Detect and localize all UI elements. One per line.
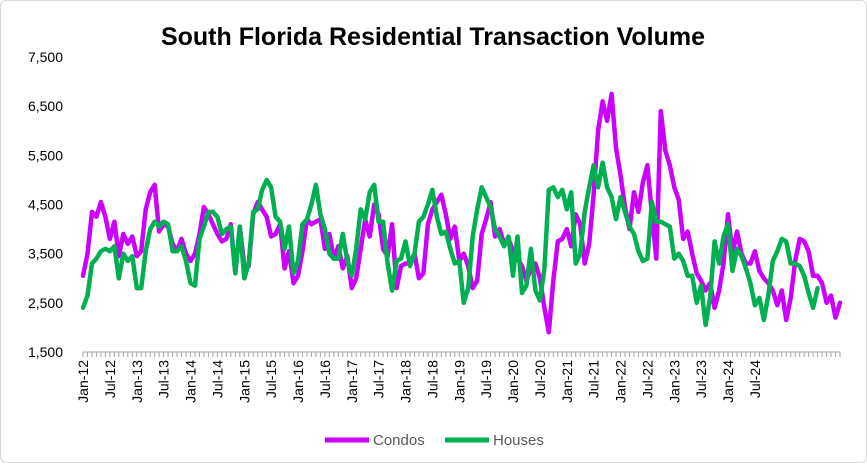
- x-tick-label: Jan-24: [720, 360, 736, 403]
- x-tick-label: Jul-23: [693, 360, 709, 398]
- legend-label-condos: Condos: [373, 432, 425, 449]
- legend-label-houses: Houses: [493, 432, 544, 449]
- y-tick-label: 3,500: [28, 246, 63, 262]
- legend: Condos Houses: [325, 432, 544, 449]
- x-tick-label: Jan-17: [344, 360, 360, 403]
- x-tick-label: Jul-15: [263, 360, 279, 398]
- x-tick-label: Jul-14: [209, 360, 225, 398]
- x-tick-label: Jan-14: [183, 360, 199, 403]
- x-tick-label: Jan-23: [666, 360, 682, 403]
- x-tick-label: Jul-13: [156, 360, 172, 398]
- chart-title: South Florida Residential Transaction Vo…: [161, 23, 705, 51]
- y-axis-ticks: 1,500 2,500 3,500 4,500 5,500 6,500 7,500: [28, 49, 63, 360]
- x-tick-label: Jan-15: [236, 360, 252, 403]
- x-tick-label: Jan-22: [613, 360, 629, 403]
- x-tick-label: Jul-12: [102, 360, 118, 398]
- x-tick-label: Jan-16: [290, 360, 306, 403]
- x-tick-label: Jan-20: [505, 360, 521, 403]
- x-tick-label: Jul-20: [532, 360, 548, 398]
- plot-lines: [80, 91, 843, 335]
- series-line-houses: [80, 160, 820, 328]
- y-tick-label: 7,500: [28, 49, 63, 65]
- x-tick-label: Jul-18: [424, 360, 440, 398]
- y-tick-label: 6,500: [28, 98, 63, 114]
- x-tick-label: Jul-16: [317, 360, 333, 398]
- x-tick-label: Jul-19: [478, 360, 494, 398]
- x-tick-label: Jan-18: [398, 360, 414, 403]
- y-tick-label: 5,500: [28, 147, 63, 163]
- x-tick-label: Jan-12: [75, 360, 91, 403]
- y-tick-label: 1,500: [28, 344, 63, 360]
- x-tick-label: Jan-19: [451, 360, 467, 403]
- x-tick-label: Jul-17: [371, 360, 387, 398]
- x-tick-label: Jul-22: [639, 360, 655, 398]
- x-tick-label: Jul-21: [586, 360, 602, 398]
- x-tick-label: Jan-21: [559, 360, 575, 403]
- y-tick-label: 2,500: [28, 295, 63, 311]
- x-axis: Jan-12 Jul-12 Jan-13 Jul-13 Jan-14 Jul-14 Jan-…: [75, 351, 841, 403]
- x-tick-label: Jul-24: [747, 360, 763, 398]
- x-tick-label: Jan-13: [129, 360, 145, 403]
- y-tick-label: 4,500: [28, 197, 63, 213]
